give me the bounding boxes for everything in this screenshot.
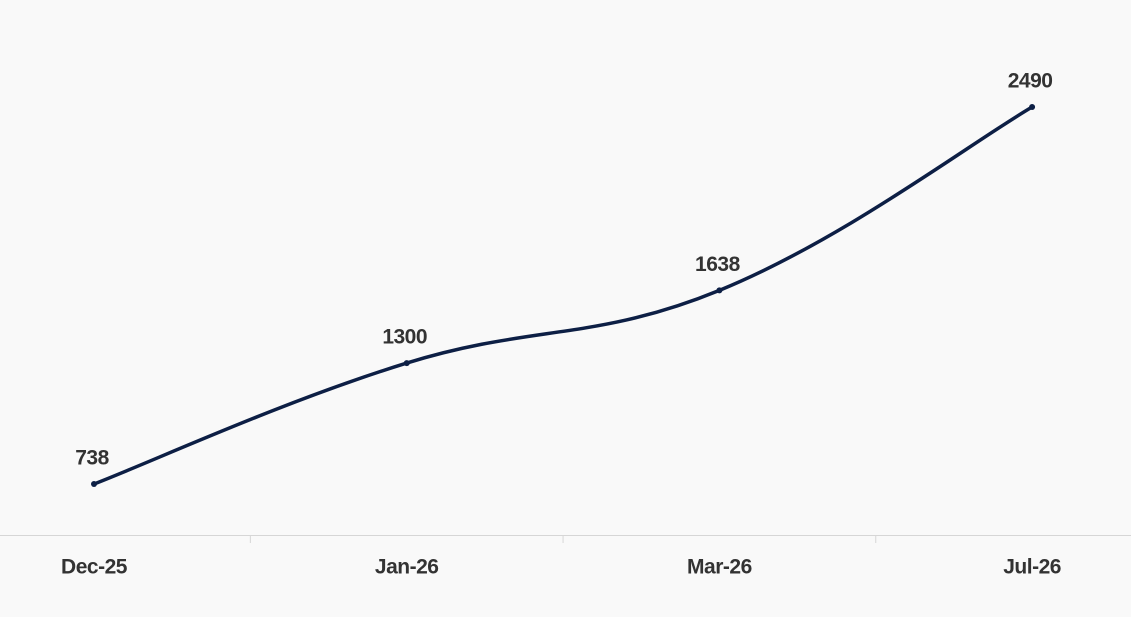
point: [91, 481, 97, 487]
x-tick-label: Jul-26: [1003, 556, 1061, 579]
data-label: 1638: [695, 253, 741, 276]
x-tick-label: Dec-25: [61, 556, 128, 579]
data-label: 2490: [1008, 70, 1053, 93]
line: [92, 105, 1034, 486]
x-tick-label: Mar-26: [687, 556, 752, 579]
point: [716, 287, 723, 294]
point: [1029, 104, 1036, 110]
point: [403, 360, 410, 367]
data-label: 738: [75, 447, 109, 470]
data-label: 1300: [382, 326, 427, 349]
x-tick-label: Jan-26: [375, 556, 439, 579]
